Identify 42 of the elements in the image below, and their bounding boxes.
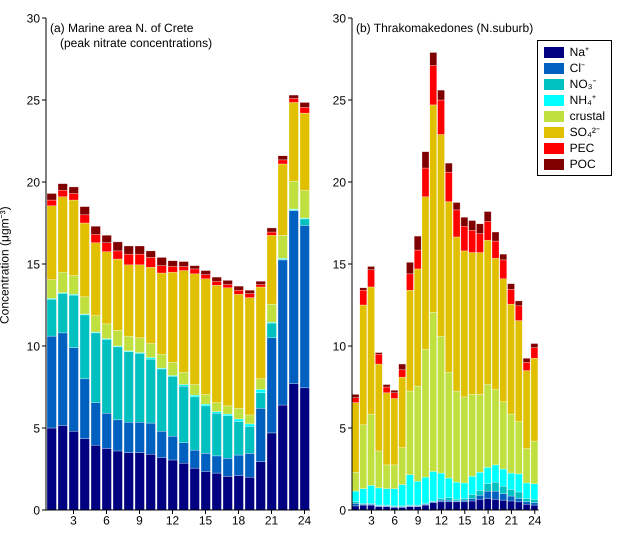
chart-title: (a) Marine area N. of Crete bbox=[50, 21, 194, 36]
x-tick-label: 3 bbox=[368, 514, 376, 528]
legend-label: SO₄²⁻ bbox=[570, 124, 600, 140]
legend-label: POC bbox=[570, 156, 596, 172]
y-tick-label: 30 bbox=[332, 11, 346, 26]
x-tick-label: 9 bbox=[414, 514, 422, 528]
chart-title: (b) Thrakomakedones (N.suburb) bbox=[356, 21, 534, 36]
y-tick-label: 15 bbox=[332, 257, 346, 272]
legend-label: Cl⁻ bbox=[570, 60, 585, 76]
legend-label: NO₃⁻ bbox=[570, 76, 597, 92]
y-tick-label: 5 bbox=[339, 421, 346, 436]
x-tick-label: 3 bbox=[70, 514, 78, 528]
x-tick-label: 24 bbox=[528, 514, 542, 528]
x-tick-label: 9 bbox=[136, 514, 144, 528]
x-tick-label: 18 bbox=[232, 514, 246, 528]
y-tick-label: 20 bbox=[332, 175, 346, 190]
x-tick-label: 18 bbox=[481, 514, 496, 528]
y-tick-label: 25 bbox=[26, 93, 40, 108]
text: (peak nitrate concentrations) bbox=[59, 36, 212, 51]
x-tick-label: 6 bbox=[103, 514, 110, 528]
y-tick-label: 5 bbox=[33, 421, 40, 436]
x-tick-label: 21 bbox=[504, 514, 518, 528]
y-tick-label: 0 bbox=[33, 503, 40, 518]
x-tick-label: 12 bbox=[166, 514, 180, 528]
x-tick-label: 24 bbox=[298, 514, 312, 528]
y-tick-label: 15 bbox=[26, 257, 40, 272]
y-tick-label: 20 bbox=[26, 175, 40, 190]
y-tick-label: 10 bbox=[26, 339, 40, 354]
legend-label: Na⁺ bbox=[570, 44, 589, 60]
x-tick-label: 12 bbox=[434, 514, 448, 528]
y-tick-label: 25 bbox=[332, 93, 346, 108]
legend-label: PEC bbox=[570, 140, 594, 156]
legend-label: NH₄⁺ bbox=[570, 92, 596, 108]
y-tick-label: 30 bbox=[26, 11, 40, 26]
x-tick-label: 6 bbox=[391, 514, 398, 528]
x-tick-label: 15 bbox=[198, 514, 212, 528]
y-axis-title: Concentration (μgm⁻³) bbox=[0, 206, 12, 324]
x-tick-label: 21 bbox=[264, 514, 278, 528]
y-tick-label: 0 bbox=[339, 503, 346, 518]
x-tick-label: 15 bbox=[458, 514, 472, 528]
legend-label: crustal bbox=[570, 108, 605, 124]
y-tick-label: 10 bbox=[332, 339, 346, 354]
